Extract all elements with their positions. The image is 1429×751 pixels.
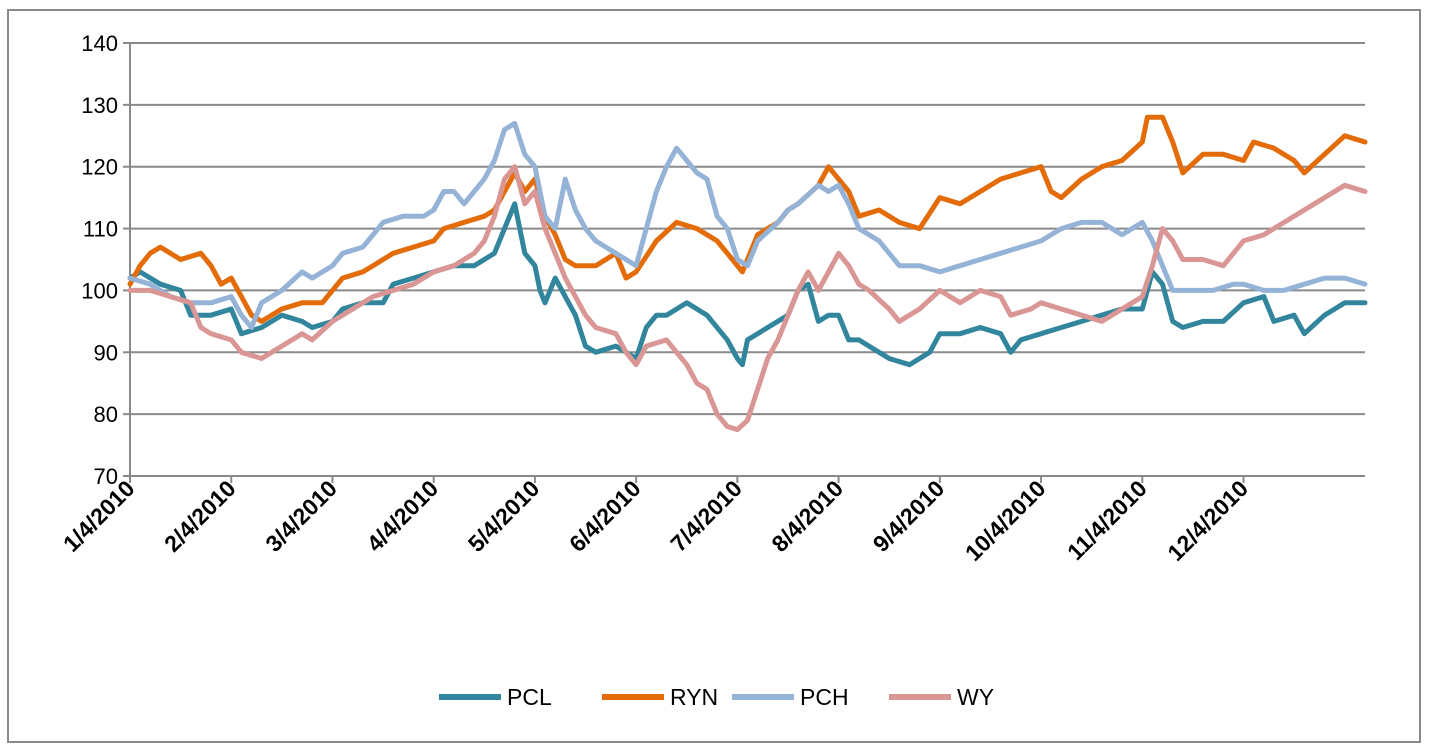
y-tick-label: 70 bbox=[94, 464, 118, 489]
x-tick-label: 5/4/2010 bbox=[463, 475, 545, 557]
line-chart: 70 80 90 100 110 120 130 140 1/4/2010 2/4/2010 3/… bbox=[58, 31, 1368, 710]
gridlines bbox=[130, 42, 1365, 416]
chart-frame: 70 80 90 100 110 120 130 140 1/4/2010 2/4/2010 3/… bbox=[7, 9, 1421, 743]
legend-label-pcl: PCL bbox=[507, 684, 552, 710]
legend-label-pch: PCH bbox=[800, 684, 849, 710]
x-tick-label: 4/4/2010 bbox=[362, 475, 444, 557]
y-tick-label: 90 bbox=[94, 340, 118, 365]
x-tick-label: 3/4/2010 bbox=[260, 475, 342, 557]
y-tick-label: 130 bbox=[81, 93, 118, 118]
series-line-wy bbox=[127, 164, 1368, 433]
y-tick-label: 140 bbox=[81, 31, 118, 56]
x-tick-label: 12/4/2010 bbox=[1162, 475, 1253, 566]
x-tick-label: 11/4/2010 bbox=[1062, 475, 1152, 565]
x-tick-label: 8/4/2010 bbox=[766, 475, 848, 557]
series-line-pch bbox=[127, 120, 1368, 330]
legend-label-wy: WY bbox=[957, 684, 994, 710]
series-lines bbox=[127, 114, 1368, 433]
y-tick-label: 120 bbox=[81, 155, 118, 180]
axes bbox=[129, 43, 1365, 477]
x-tick-label: 10/4/2010 bbox=[960, 475, 1051, 566]
x-axis-ticks: 1/4/2010 2/4/2010 3/4/2010 4/4/2010 5/4/2010… bbox=[58, 475, 1253, 566]
series-line-ryn bbox=[127, 114, 1368, 324]
y-axis-ticks: 70 80 90 100 110 120 130 140 bbox=[81, 31, 130, 489]
y-tick-label: 100 bbox=[81, 278, 118, 303]
y-tick-label: 80 bbox=[94, 402, 118, 427]
x-tick-label: 7/4/2010 bbox=[665, 475, 747, 557]
x-tick-label: 2/4/2010 bbox=[159, 475, 241, 557]
x-tick-label: 6/4/2010 bbox=[564, 475, 646, 557]
y-tick-label: 110 bbox=[83, 217, 118, 242]
legend: PCL RYN PCH WY bbox=[439, 684, 994, 710]
x-tick-label: 9/4/2010 bbox=[868, 475, 950, 557]
legend-label-ryn: RYN bbox=[670, 684, 718, 710]
